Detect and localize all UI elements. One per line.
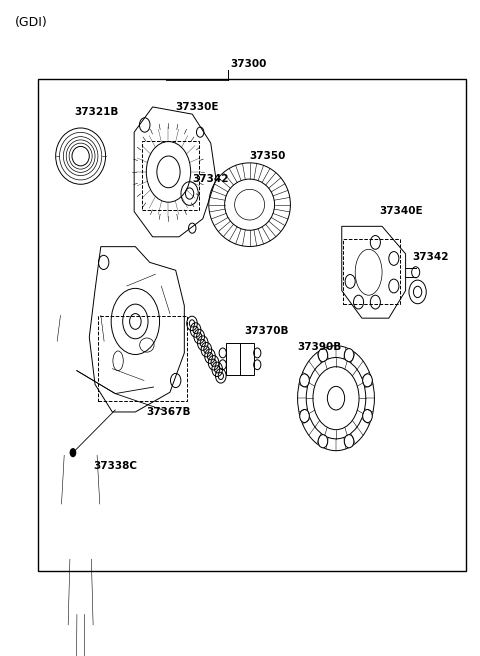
Text: 37350: 37350 (250, 151, 286, 161)
Circle shape (70, 448, 76, 457)
Circle shape (344, 348, 354, 361)
Circle shape (318, 348, 328, 361)
Circle shape (363, 409, 372, 422)
Text: 37390B: 37390B (298, 342, 342, 352)
Text: 37340E: 37340E (379, 207, 423, 216)
Circle shape (363, 374, 372, 387)
Text: 37342: 37342 (192, 174, 228, 184)
Text: 37321B: 37321B (74, 107, 119, 117)
Text: 37342: 37342 (412, 253, 448, 262)
Circle shape (318, 435, 328, 448)
Circle shape (344, 435, 354, 448)
Bar (38, 79, 466, 571)
Text: 37370B: 37370B (245, 326, 289, 336)
Text: (GDI): (GDI) (14, 16, 47, 30)
Circle shape (300, 374, 309, 387)
Text: 37300: 37300 (230, 59, 267, 69)
Text: 37330E: 37330E (175, 102, 219, 112)
Circle shape (300, 409, 309, 422)
Text: 37367B: 37367B (146, 407, 191, 417)
Text: 37338C: 37338C (94, 461, 138, 471)
